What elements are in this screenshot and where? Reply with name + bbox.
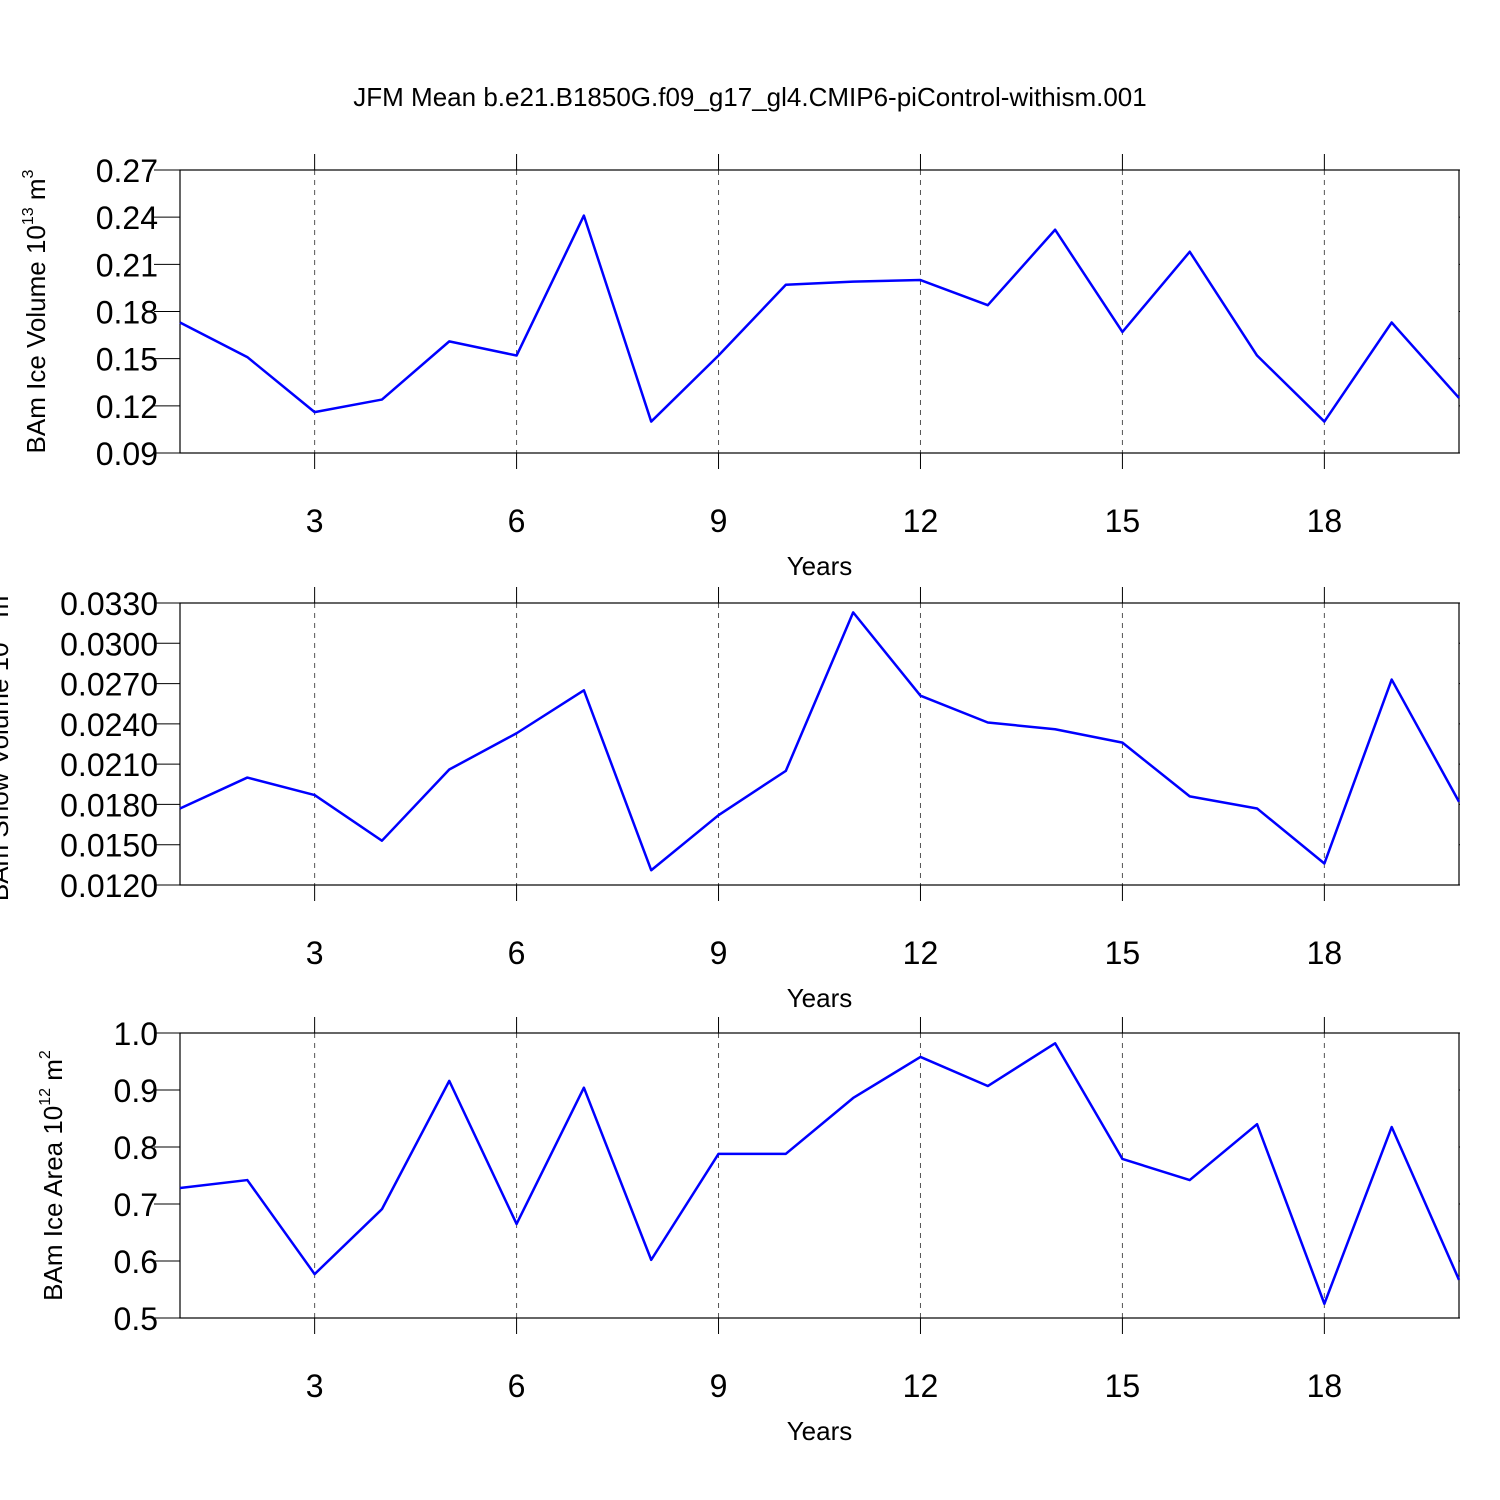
x-tick-label: 12: [903, 503, 939, 539]
x-tick-label: 12: [903, 935, 939, 971]
y-tick-label: 0.0240: [60, 707, 158, 743]
x-tick-label: 18: [1307, 503, 1343, 539]
y-axis-label-text: BAm Snow Volume 10: [0, 642, 14, 901]
y-axis-label: BAm Ice Volume 1013 m3: [20, 169, 51, 453]
x-tick-label: 9: [710, 935, 728, 971]
x-tick-label: 12: [903, 1368, 939, 1404]
y-tick-label: 0.0330: [60, 586, 158, 622]
x-tick-label: 3: [306, 503, 324, 539]
x-tick-label: 6: [508, 1368, 526, 1404]
y-tick-label: 0.0150: [60, 828, 158, 864]
x-axis-label: Years: [787, 551, 853, 581]
y-tick-label: 0.09: [96, 436, 158, 472]
x-tick-label: 6: [508, 503, 526, 539]
x-axis-label: Years: [787, 983, 853, 1013]
y-tick-label: 0.5: [114, 1301, 158, 1337]
plot-frame: [179, 602, 1460, 886]
y-tick-label: 0.21: [96, 247, 158, 283]
y-tick-label: 0.0210: [60, 747, 158, 783]
y-tick-label: 0.0300: [60, 626, 158, 662]
plot-frame: [179, 1032, 1460, 1319]
x-axis-label: Years: [787, 1416, 853, 1446]
y-axis-label: BAm Ice Area 1012 m2: [37, 1050, 68, 1301]
y-axis-label-exp: 13: [20, 207, 37, 225]
y-axis-label-unit-exp: 3: [20, 169, 37, 178]
figure-title: JFM Mean b.e21.B1850G.f09_g17_gl4.CMIP6-…: [353, 82, 1146, 112]
plot-frame: [179, 169, 1460, 454]
y-tick-label: 0.0120: [60, 868, 158, 904]
x-tick-label: 3: [306, 935, 324, 971]
data-line: [179, 611, 1461, 872]
y-tick-label: 1.0: [114, 1016, 158, 1052]
y-axis-label: BAm Snow Volume 1013 m3: [0, 587, 14, 901]
y-tick-label: 0.6: [114, 1244, 158, 1280]
y-tick-label: 0.9: [114, 1073, 158, 1109]
x-tick-label: 15: [1105, 1368, 1141, 1404]
y-axis-label-unit: m: [38, 1059, 68, 1088]
y-tick-label: 0.27: [96, 153, 158, 189]
y-axis-label-text: BAm Ice Volume 10: [21, 225, 51, 453]
y-tick-label: 0.12: [96, 389, 158, 425]
y-tick-label: 0.0270: [60, 667, 158, 703]
x-tick-label: 18: [1307, 935, 1343, 971]
x-tick-label: 9: [710, 503, 728, 539]
data-line: [179, 1042, 1461, 1305]
x-tick-label: 15: [1105, 503, 1141, 539]
x-tick-label: 9: [710, 1368, 728, 1404]
x-tick-label: 18: [1307, 1368, 1343, 1404]
y-tick-label: 0.7: [114, 1187, 158, 1223]
y-axis-label-unit: m: [0, 596, 14, 625]
x-tick-label: 6: [508, 935, 526, 971]
data-line: [179, 214, 1460, 423]
y-tick-label: 0.15: [96, 342, 158, 378]
x-tick-label: 15: [1105, 935, 1141, 971]
y-tick-label: 0.18: [96, 295, 158, 331]
y-tick-label: 0.0180: [60, 787, 158, 823]
y-axis-label-unit-exp: 2: [37, 1050, 54, 1059]
y-axis-label-unit: m: [21, 178, 51, 207]
x-tick-label: 3: [306, 1368, 324, 1404]
y-tick-label: 0.8: [114, 1130, 158, 1166]
y-tick-label: 0.24: [96, 200, 158, 236]
y-axis-label-text: BAm Ice Area 10: [38, 1106, 68, 1301]
y-axis-label-exp: 12: [37, 1088, 54, 1106]
